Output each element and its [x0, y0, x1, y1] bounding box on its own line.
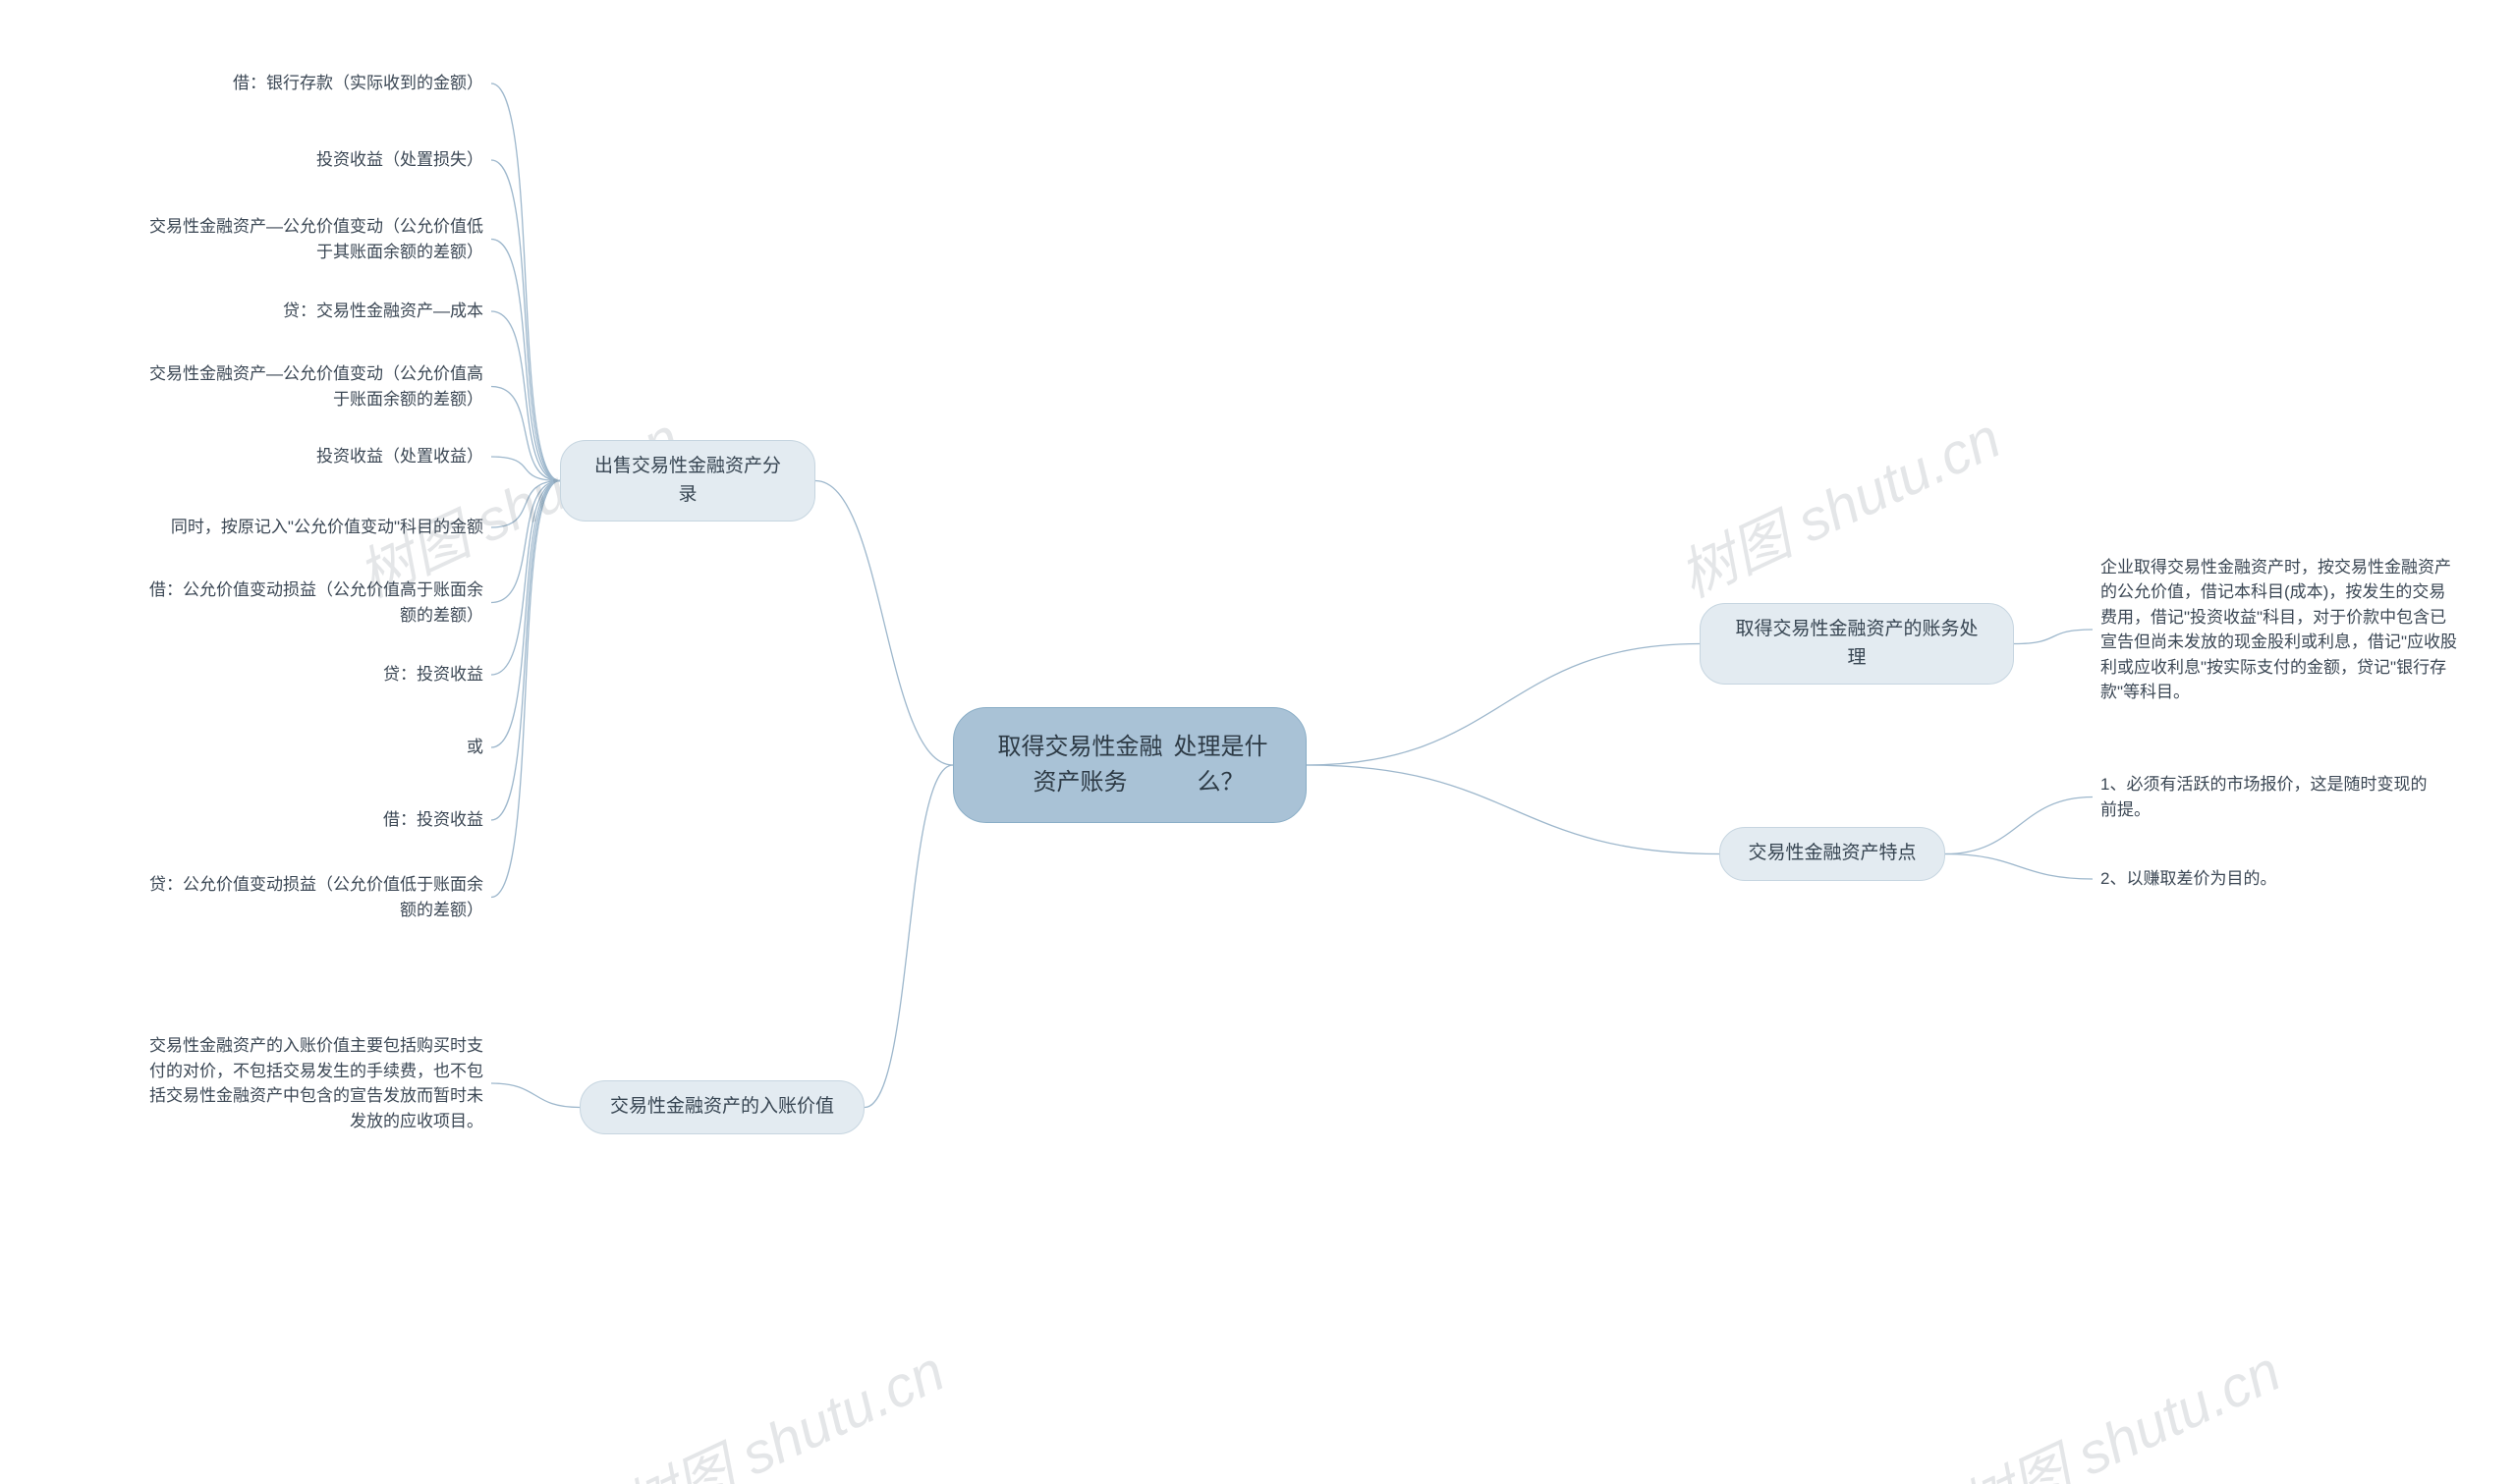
mindmap-node-b2: 交易性金融资产特点: [1719, 827, 1945, 881]
mindmap-node-l_b3_8: 借：公允价值变动损益（公允价值高于账面余额的差额）: [138, 574, 491, 632]
mindmap-node-l_b3_6: 投资收益（处置收益）: [138, 440, 491, 473]
mindmap-node-l_b3_10: 或: [138, 731, 491, 764]
mindmap-node-l_b3_12: 贷：公允价值变动损益（公允价值低于账面余额的差额）: [138, 868, 491, 926]
edge-b4-l_b4_1: [491, 1083, 580, 1108]
mindmap-node-l_b3_4: 贷：交易性金融资产—成本: [138, 295, 491, 328]
edge-root-b1: [1307, 644, 1700, 766]
edge-b3-l_b3_11: [491, 481, 560, 821]
mindmap-node-l_b3_11: 借：投资收益: [138, 803, 491, 837]
node-text-line: 处理是什么？: [1171, 730, 1270, 800]
mindmap-node-b1: 取得交易性金融资产的账务处理: [1700, 603, 2014, 685]
mindmap-node-l_b3_9: 贷：投资收益: [138, 658, 491, 691]
edge-b3-l_b3_10: [491, 481, 560, 748]
edge-b3-l_b3_4: [491, 311, 560, 481]
mindmap-canvas: 取得交易性金融资产账务处理是什么？ 取得交易性金融资产的账务处理交易性金融资产特点…: [0, 0, 2515, 1484]
mindmap-node-l_b3_3: 交易性金融资产—公允价值变动（公允价值低于其账面余额的差额）: [138, 210, 491, 268]
mindmap-node-root: 取得交易性金融资产账务处理是什么？: [953, 707, 1307, 823]
edge-root-b4: [865, 765, 953, 1108]
mindmap-node-b3: 出售交易性金融资产分录: [560, 440, 815, 522]
mindmap-node-l_b2_1: 1、必须有活跃的市场报价，这是随时变现的前提。: [2093, 768, 2446, 826]
edge-b2-l_b2_1: [1945, 797, 2093, 854]
edge-b2-l_b2_2: [1945, 854, 2093, 880]
edge-root-b3: [815, 481, 953, 766]
mindmap-node-l_b3_7: 同时，按原记入"公允价值变动"科目的金额: [138, 511, 491, 544]
mindmap-node-b4: 交易性金融资产的入账价值: [580, 1080, 865, 1134]
mindmap-node-l_b3_1: 借：银行存款（实际收到的金额）: [138, 67, 491, 100]
edge-b1-l_b1_1: [2014, 630, 2093, 644]
edge-root-b2: [1307, 765, 1719, 854]
mindmap-node-l_b4_1: 交易性金融资产的入账价值主要包括购买时支付的对价，不包括交易发生的手续费，也不包…: [138, 1029, 491, 1137]
mindmap-node-l_b1_1: 企业取得交易性金融资产时，按交易性金融资产的公允价值，借记本科目(成本)，按发生…: [2093, 546, 2466, 713]
edge-b3-l_b3_8: [491, 481, 560, 603]
mindmap-node-l_b2_2: 2、以赚取差价为目的。: [2093, 862, 2446, 896]
node-text-line: 取得交易性金融资产账务: [989, 730, 1171, 800]
mindmap-node-l_b3_2: 投资收益（处置损失）: [138, 143, 491, 177]
edge-b3-l_b3_1: [491, 83, 560, 481]
mindmap-node-l_b3_5: 交易性金融资产—公允价值变动（公允价值高于账面余额的差额）: [138, 357, 491, 415]
